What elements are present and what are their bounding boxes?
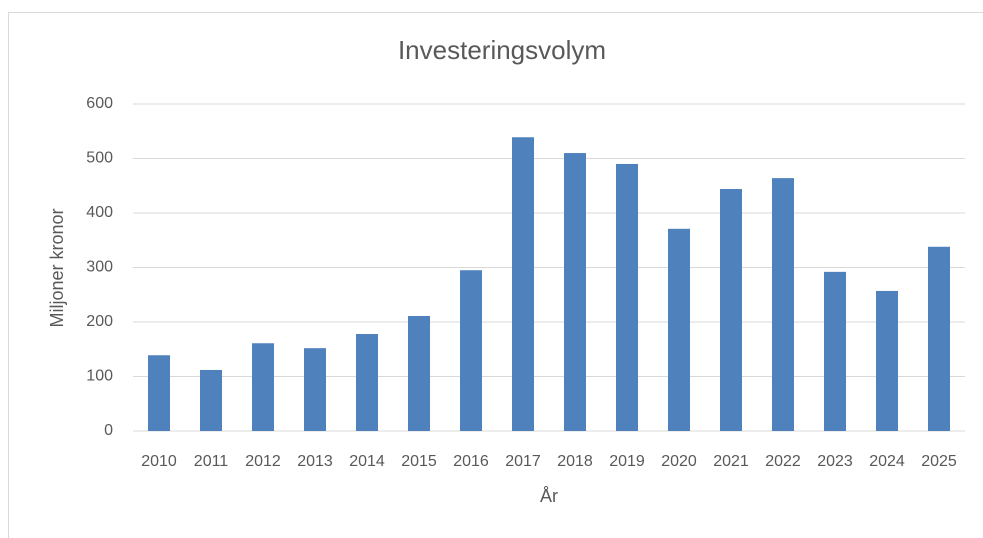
x-tick-label: 2025	[921, 453, 957, 470]
x-tick-label: 2014	[349, 453, 385, 470]
chart-title: Investeringsvolym	[398, 35, 606, 65]
x-tick-label: 2016	[453, 453, 489, 470]
x-tick-label: 2021	[713, 453, 749, 470]
bar	[616, 163, 638, 431]
bar	[772, 178, 794, 431]
x-tick-label: 2011	[194, 453, 229, 470]
bar	[148, 355, 170, 431]
x-tick-label: 2018	[557, 453, 593, 470]
bar	[356, 333, 378, 431]
x-tick-label: 2020	[661, 453, 697, 470]
y-tick-label: 0	[104, 422, 113, 439]
chart-border	[8, 12, 983, 538]
bar	[668, 228, 690, 431]
x-tick-label: 2015	[401, 453, 437, 470]
x-tick-label: 2022	[765, 453, 801, 470]
bar	[408, 316, 430, 431]
y-tick-label: 400	[86, 204, 113, 221]
bar	[928, 246, 950, 431]
y-tick-label: 100	[86, 368, 113, 385]
x-tick-label: 2012	[245, 453, 281, 470]
bar	[200, 369, 222, 431]
x-tick-label: 2023	[817, 453, 853, 470]
y-tick-label: 300	[86, 259, 113, 276]
x-tick-label: 2010	[141, 453, 177, 470]
bar	[460, 270, 482, 431]
bar	[876, 290, 898, 431]
y-tick-label: 200	[86, 313, 113, 330]
y-axis-title: Miljoner kronor	[47, 208, 67, 327]
x-tick-label: 2013	[297, 453, 333, 470]
y-tick-label: 600	[86, 95, 113, 112]
x-axis-title: År	[540, 486, 558, 506]
bar	[304, 348, 326, 431]
bar	[720, 189, 742, 431]
bar	[512, 137, 534, 431]
bar	[564, 153, 586, 432]
x-tick-label: 2017	[505, 453, 541, 470]
bar	[824, 271, 846, 431]
bar	[252, 343, 274, 431]
y-tick-label: 500	[86, 150, 113, 167]
x-tick-label: 2019	[609, 453, 645, 470]
x-tick-label: 2024	[869, 453, 905, 470]
